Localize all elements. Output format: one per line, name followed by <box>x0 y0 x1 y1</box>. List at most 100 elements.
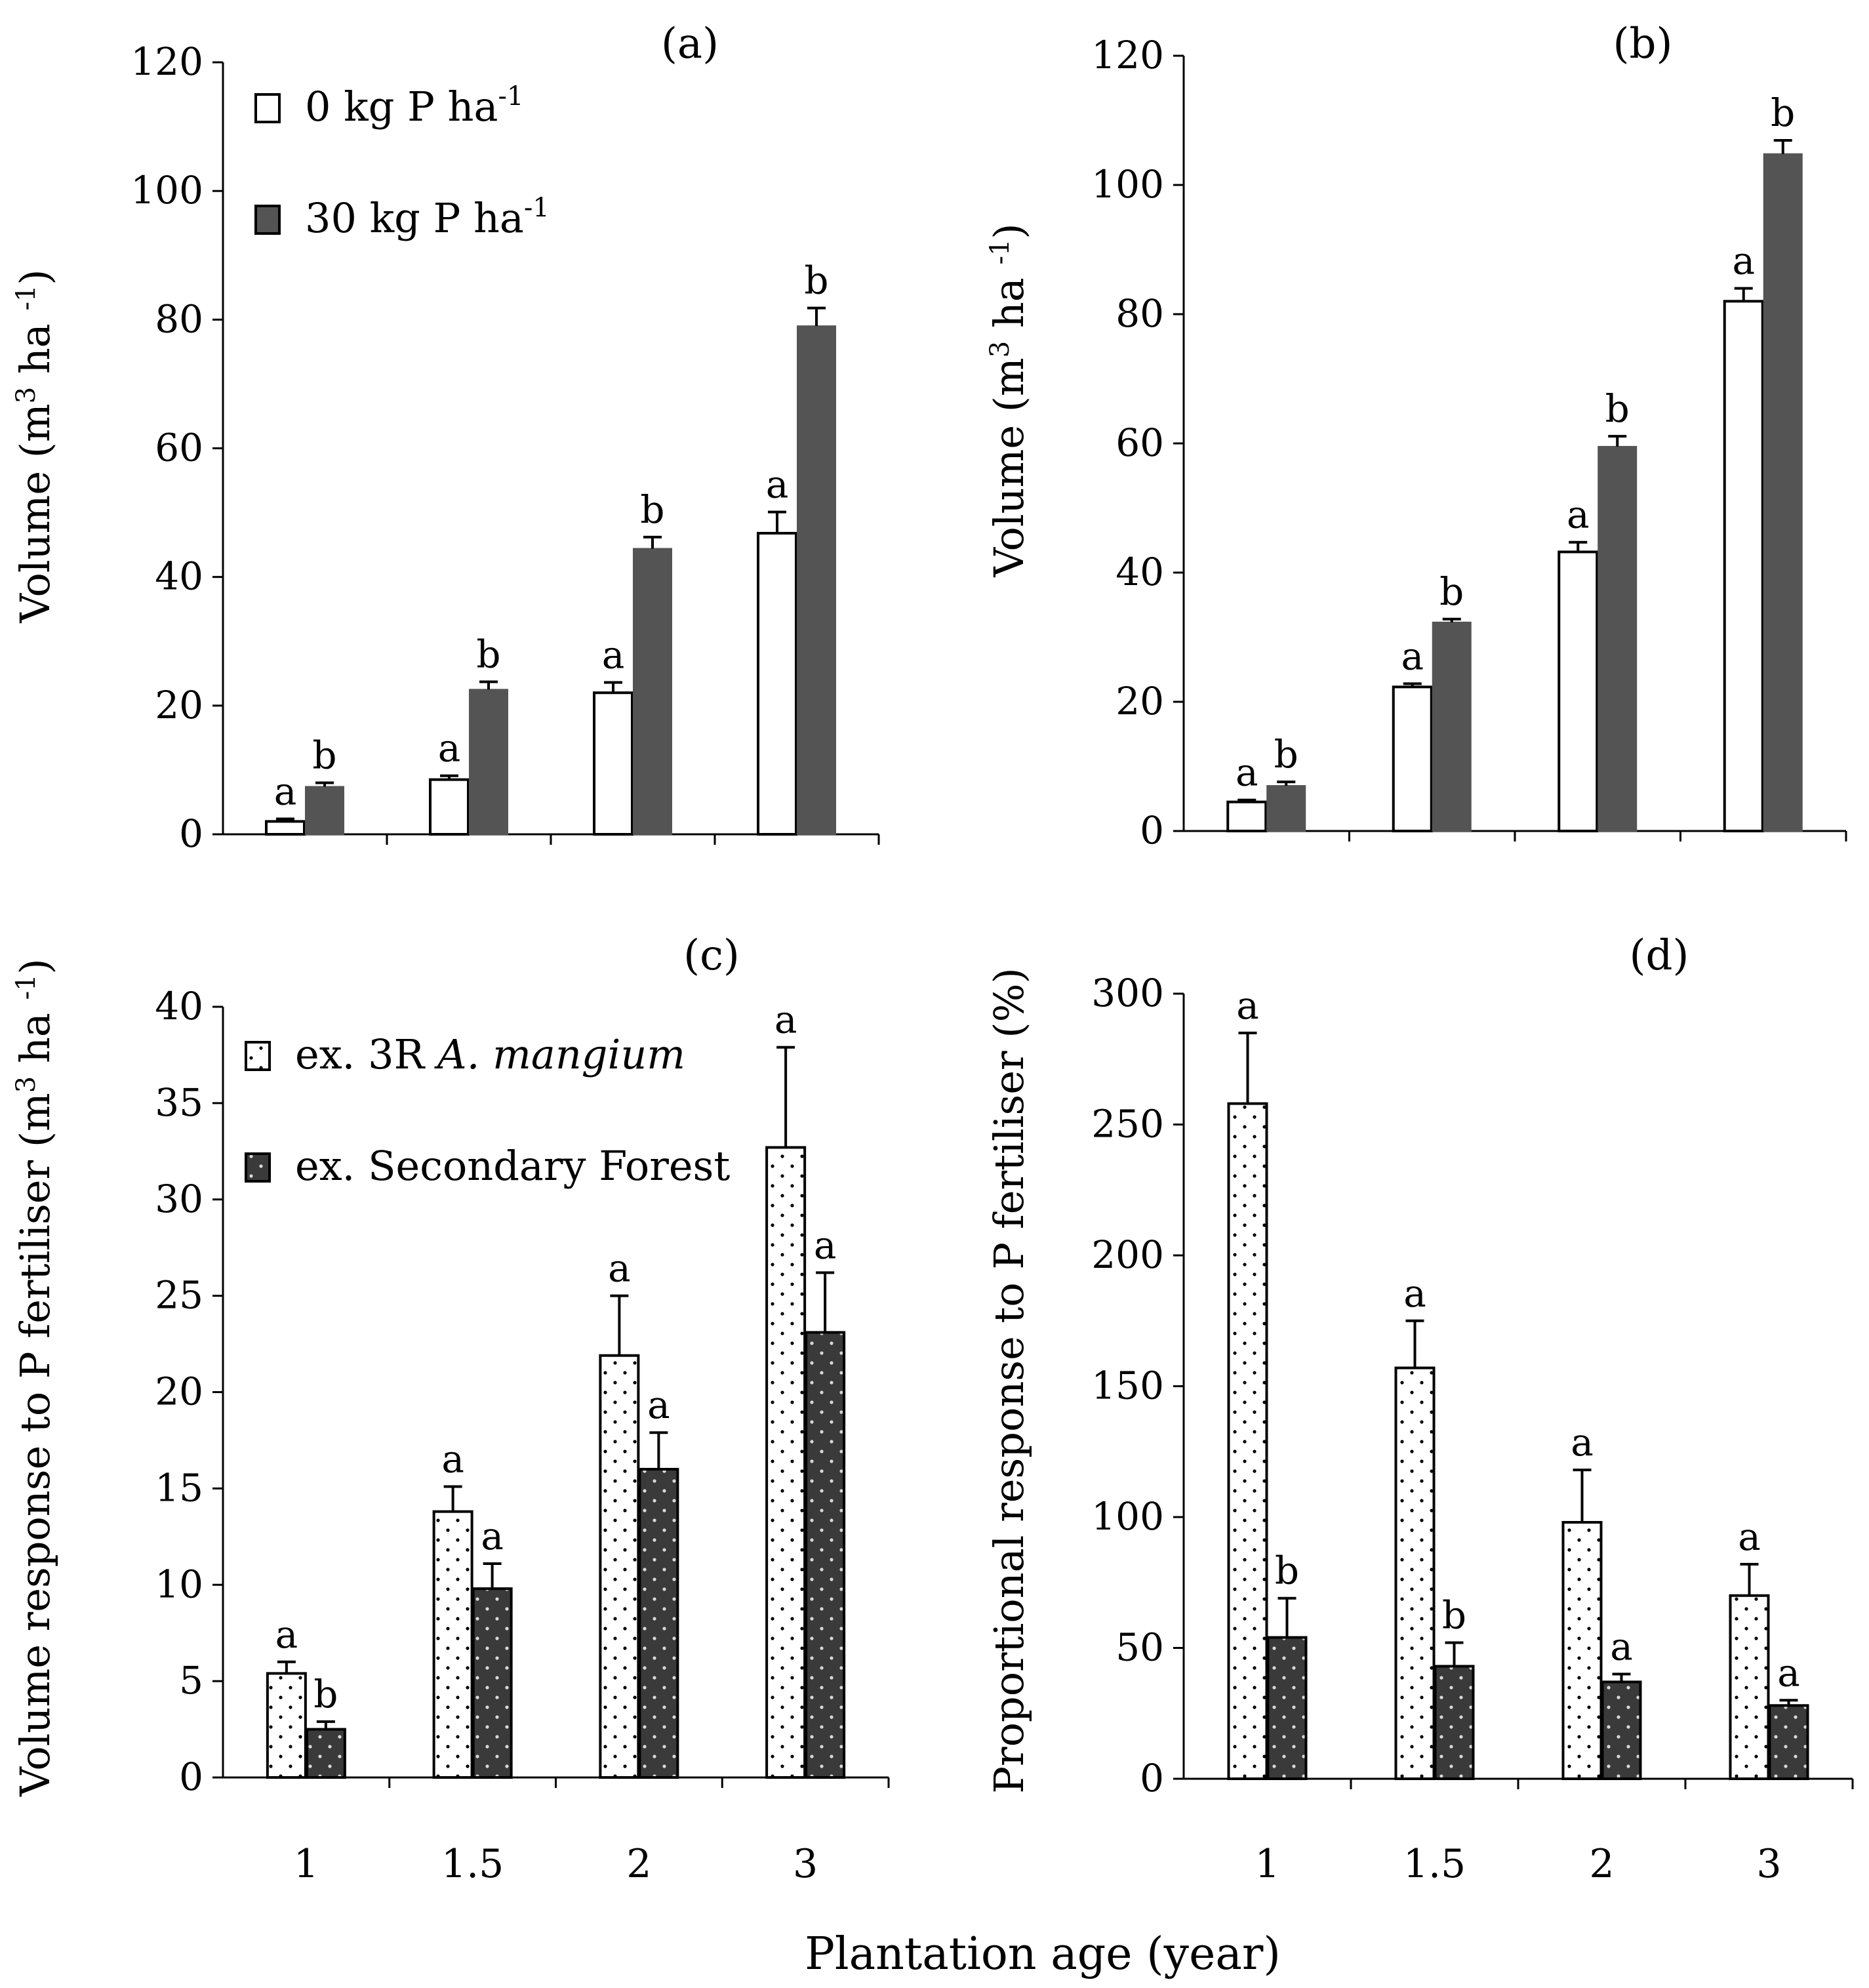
y-tick-label: 250 <box>1091 1102 1164 1146</box>
bar-d-s1-c3 <box>1768 1704 1809 1781</box>
y-tick-label: 40 <box>155 984 203 1028</box>
significance-letter: b <box>313 1672 338 1716</box>
legend-label: ex. Secondary Forest <box>295 1142 730 1190</box>
y-tick-label: 0 <box>1140 1756 1164 1800</box>
y-tick-label: 80 <box>155 296 203 341</box>
bar-d-s0-c1 <box>1394 1366 1436 1781</box>
y-tick-label: 0 <box>179 1755 203 1799</box>
y-tick-label: 20 <box>155 1369 203 1414</box>
y-tick-label: 20 <box>155 683 203 727</box>
y-tick-label: 40 <box>155 554 203 599</box>
bar-b-s1-c2 <box>1598 445 1638 832</box>
significance-letter: a <box>1610 1624 1633 1669</box>
legend-label-main: 0 kg P ha <box>305 83 498 131</box>
x-category-label: 1 <box>294 1841 319 1887</box>
x-category-label: 2 <box>626 1841 651 1887</box>
y-tick-label: 35 <box>155 1080 203 1125</box>
panel-label: (b) <box>1613 20 1673 68</box>
y-tick-label: 25 <box>155 1273 203 1318</box>
y-tick-label: 100 <box>1091 162 1164 207</box>
bar-d-s0-c2 <box>1561 1520 1603 1780</box>
y-tick-label: 50 <box>1115 1625 1164 1670</box>
significance-letter: a <box>1236 750 1258 795</box>
panel-label: (a) <box>661 20 719 68</box>
significance-letter: b <box>1275 1549 1299 1593</box>
y-tick-label: 300 <box>1091 971 1164 1015</box>
bar-b-s0-c0 <box>1226 800 1268 833</box>
bar-a-s0-c3 <box>757 531 797 836</box>
significance-letter: a <box>1403 1271 1426 1316</box>
bar-a-s1-c2 <box>633 548 672 835</box>
y-tick-label: 20 <box>1115 679 1164 723</box>
y-axis-title-sup: 3 <box>11 1076 41 1093</box>
y-axis-title-main: Volume (m <box>985 357 1033 577</box>
significance-letter: a <box>647 1383 670 1427</box>
y-axis-title-main: Volume (m <box>11 403 59 623</box>
y-tick-label: 5 <box>179 1658 203 1703</box>
y-axis-title: Volume (m3 ha -1) <box>985 223 1033 577</box>
y-tick-label: 0 <box>1140 808 1164 853</box>
y-tick-label: 15 <box>155 1465 203 1510</box>
bar-c-s0-c0 <box>266 1672 307 1779</box>
significance-letter: b <box>1439 569 1464 614</box>
y-tick-label: 60 <box>155 426 203 470</box>
significance-letter: b <box>804 258 828 303</box>
significance-letter: a <box>441 1436 464 1481</box>
bar-a-s1-c0 <box>305 786 344 835</box>
bar-b-s0-c3 <box>1723 300 1764 832</box>
significance-letter: b <box>1605 386 1630 431</box>
legend-swatch <box>254 93 281 123</box>
significance-letter: a <box>274 769 297 813</box>
legend-swatch <box>245 1152 271 1183</box>
significance-letter: a <box>1738 1514 1761 1559</box>
y-tick-label: 150 <box>1091 1364 1164 1408</box>
legend-label-sup: -1 <box>498 81 523 112</box>
y-tick-label: 10 <box>155 1562 203 1606</box>
bar-d-s0-c3 <box>1729 1594 1770 1780</box>
significance-letter: a <box>774 998 797 1042</box>
bar-c-s1-c0 <box>305 1728 346 1779</box>
bar-b-s0-c2 <box>1557 550 1599 832</box>
y-tick-label: 120 <box>1091 33 1164 77</box>
panel-label: (d) <box>1630 931 1689 980</box>
legend-swatch <box>245 1041 271 1071</box>
significance-letter: a <box>608 1246 631 1291</box>
y-axis-title-end: ) <box>985 223 1033 239</box>
y-axis-title-mid: ha <box>985 265 1033 341</box>
panel-label: (c) <box>683 931 740 980</box>
bar-b-s1-c3 <box>1763 153 1803 832</box>
bar-d-s0-c0 <box>1227 1102 1268 1780</box>
legend-label: ex. 3R A. mangium <box>295 1030 685 1078</box>
bar-c-s1-c1 <box>472 1587 513 1779</box>
y-tick-label: 100 <box>131 168 203 213</box>
y-tick-label: 0 <box>179 811 203 856</box>
bar-d-s1-c2 <box>1601 1680 1642 1781</box>
bar-c-s1-c2 <box>638 1468 679 1779</box>
bar-a-s0-c2 <box>593 691 633 836</box>
y-axis-title-mid: ha <box>11 311 59 387</box>
significance-letter: a <box>1401 634 1424 678</box>
y-axis-title: Proportional response to P fertiliser (%… <box>985 967 1033 1793</box>
significance-letter: a <box>602 633 625 678</box>
bar-b-s0-c1 <box>1392 685 1433 832</box>
y-tick-label: 60 <box>1115 420 1164 465</box>
bar-c-s1-c3 <box>805 1331 846 1779</box>
y-axis-title-mid: ha <box>11 1000 59 1076</box>
chart-panel-d: 0 50 100 150 200 250 300 1 1.5 2 3 a a a a b b a a (d) Propo… <box>985 931 1854 1887</box>
y-tick-label: 30 <box>155 1177 203 1221</box>
legend-label: 0 kg P ha-1 <box>305 81 523 131</box>
shared-x-axis-title: Plantation age (year) <box>805 1928 1281 1980</box>
y-tick-label: 120 <box>131 39 203 84</box>
legend-swatch <box>254 205 281 235</box>
x-category-label: 2 <box>1589 1841 1614 1887</box>
x-category-label: 1.5 <box>441 1841 504 1887</box>
y-tick-label: 80 <box>1115 291 1164 336</box>
significance-letter: a <box>1777 1650 1800 1695</box>
y-tick-label: 200 <box>1091 1232 1164 1277</box>
y-axis-title: Volume response to P fertiliser (m3 ha -… <box>11 958 59 1797</box>
bar-c-s0-c2 <box>599 1354 640 1779</box>
bar-a-s1-c3 <box>797 325 836 835</box>
